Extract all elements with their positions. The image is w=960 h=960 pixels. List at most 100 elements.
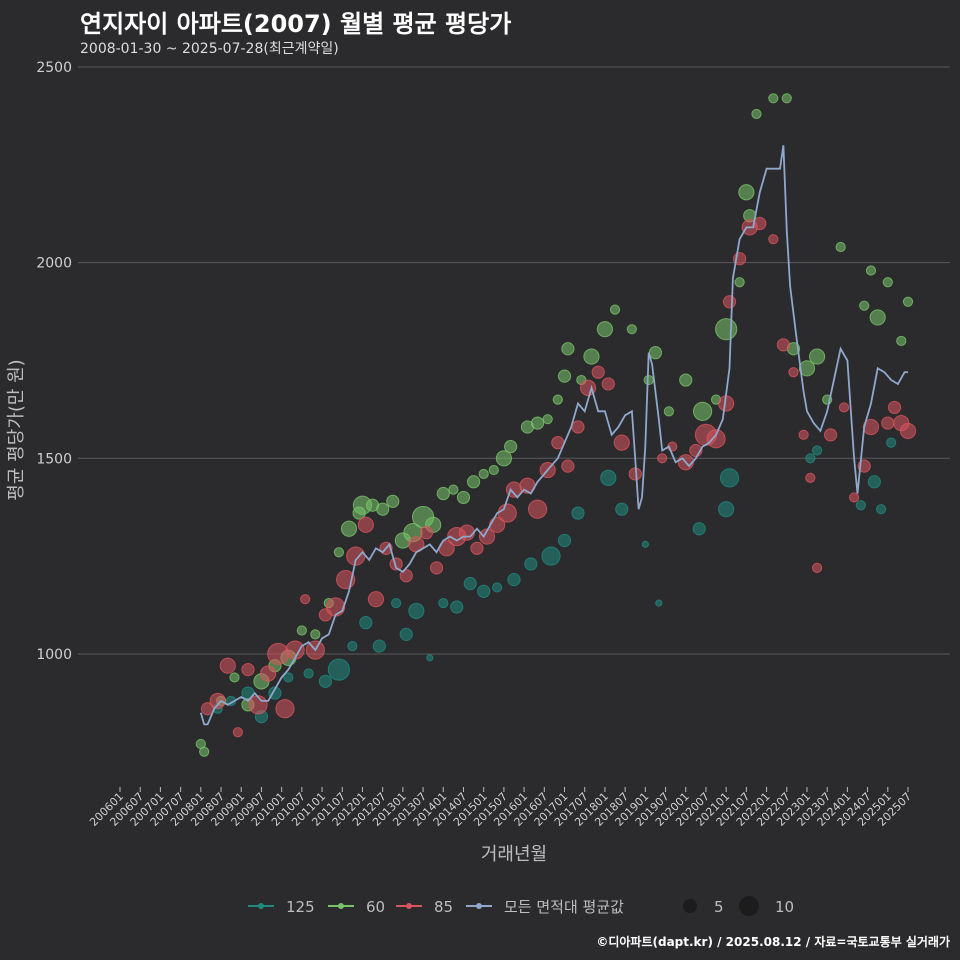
data-point-60	[798, 360, 816, 377]
data-point-85	[300, 594, 311, 605]
chart-subtitle: 2008-01-30 ~ 2025-07-28(최근계약일)	[80, 41, 339, 57]
data-point-85	[367, 591, 385, 608]
average-line-path	[199, 145, 908, 726]
x-tick-labels: 2006012006072007012007072008012008072009…	[87, 787, 914, 829]
data-point-60	[583, 348, 600, 365]
data-point-60	[751, 108, 762, 120]
footer-credit: ©디아파트(dapt.kr) / 2025.08.12 / 자료=국토교통부 실…	[596, 935, 950, 949]
data-point-60	[296, 625, 307, 636]
data-point-125	[805, 453, 816, 464]
data-point-125	[641, 540, 649, 548]
legend-size-10-label: 10	[775, 898, 794, 916]
data-point-60	[542, 414, 553, 425]
data-point-60	[376, 502, 390, 516]
data-point-85	[497, 503, 517, 523]
data-point-85	[267, 642, 290, 666]
data-point-125	[886, 437, 897, 448]
data-point-125	[283, 672, 294, 683]
data-point-85	[591, 365, 605, 379]
y-tick-label: 1000	[36, 647, 72, 663]
legend-label: 60	[366, 898, 385, 916]
data-point-60	[738, 184, 755, 201]
data-point-60	[333, 547, 344, 558]
y-tick-label: 2000	[36, 256, 72, 272]
data-point-60	[865, 265, 877, 276]
y-tick-label: 2500	[36, 60, 72, 76]
data-point-85	[613, 434, 630, 451]
data-point-125	[524, 557, 538, 571]
data-point-85	[241, 663, 255, 677]
data-point-125	[450, 600, 464, 614]
data-point-125	[855, 500, 866, 511]
data-point-60	[896, 335, 907, 347]
y-tick-labels: 1000 1500 2000 2500	[36, 60, 72, 663]
data-point-85	[776, 338, 791, 352]
data-point-60	[199, 746, 210, 757]
data-point-60	[478, 468, 489, 480]
data-point-85	[260, 665, 277, 682]
data-point-60	[692, 401, 713, 421]
data-point-85	[849, 492, 860, 503]
legend-size-10-marker	[739, 896, 759, 916]
data-point-85	[389, 557, 403, 571]
data-point-85	[811, 562, 823, 573]
data-point-60	[530, 416, 545, 430]
data-point-85	[325, 597, 346, 617]
data-point-125	[719, 468, 740, 488]
data-point-125	[507, 573, 521, 587]
data-point-60	[902, 296, 914, 307]
data-point-60	[808, 348, 826, 365]
data-point-60	[456, 490, 471, 505]
average-line	[199, 145, 908, 726]
data-point-85	[232, 727, 243, 738]
data-point-85	[887, 400, 902, 415]
data-point-125	[399, 627, 413, 641]
data-point-85	[722, 295, 737, 309]
y-tick-label: 1500	[36, 451, 72, 467]
data-point-125	[327, 658, 350, 681]
data-point-125	[463, 576, 477, 591]
data-point-125	[347, 641, 358, 652]
data-point-85	[248, 695, 268, 715]
data-point-85	[657, 453, 668, 464]
legend: 125 60 85 모든 면적대 평균값 5 10	[248, 896, 794, 916]
data-point-85	[881, 416, 895, 430]
data-point-125	[438, 597, 449, 609]
data-point-60	[504, 439, 518, 454]
data-point-125	[426, 654, 434, 662]
data-point-85	[561, 459, 575, 473]
chart-title: 연지자이 아파트(2007) 월별 평균 평당가	[80, 10, 512, 38]
data-point-60	[340, 520, 358, 537]
data-point-85	[798, 429, 809, 440]
data-point-85	[527, 499, 548, 519]
legend-label: 125	[286, 898, 315, 916]
data-point-125	[600, 469, 617, 486]
data-point-125	[615, 502, 629, 516]
data-point-85	[275, 699, 295, 719]
data-point-125	[571, 506, 585, 520]
data-point-125	[492, 582, 503, 593]
legend-key-dot	[258, 903, 264, 909]
data-point-85	[357, 516, 374, 533]
data-point-60	[229, 672, 240, 683]
data-point-125	[655, 599, 663, 607]
data-point-60	[768, 93, 779, 104]
data-point-60	[609, 304, 621, 315]
data-point-85	[219, 657, 236, 674]
data-point-60	[679, 373, 693, 387]
data-point-125	[718, 501, 735, 518]
data-point-125	[867, 475, 881, 489]
data-point-125	[811, 445, 823, 456]
data-point-60	[734, 277, 745, 288]
data-point-60	[869, 309, 886, 326]
data-point-125	[318, 674, 333, 688]
data-point-125	[391, 597, 402, 609]
data-point-85	[571, 420, 585, 434]
data-point-60	[466, 475, 481, 489]
data-point-60	[715, 318, 738, 341]
data-point-125	[408, 602, 425, 620]
data-point-85	[419, 526, 434, 540]
data-point-85	[805, 472, 816, 483]
data-point-60	[495, 450, 512, 467]
data-point-125	[359, 616, 373, 630]
